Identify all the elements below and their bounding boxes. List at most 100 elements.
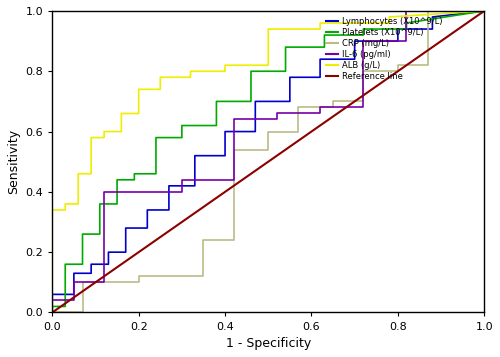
Lymphocytes (X10^9/L) [317, 57, 323, 61]
CRP (mg/L) [230, 238, 236, 242]
ALB (g/L) [222, 69, 228, 74]
ALB (g/L) [158, 87, 164, 91]
Lymphocytes (X10^9/L) [192, 154, 198, 158]
Lymphocytes (X10^9/L) [287, 75, 293, 79]
Platelets (X10^9/L) [80, 232, 86, 236]
Platelets (X10^9/L) [153, 172, 159, 176]
Lymphocytes (X10^9/L) [166, 208, 172, 212]
Lymphocytes (X10^9/L) [287, 99, 293, 104]
IL-6 (pg/ml) [50, 310, 56, 315]
Platelets (X10^9/L) [481, 9, 487, 13]
IL-6 (pg/ml) [50, 298, 56, 302]
Lymphocytes (X10^9/L) [395, 39, 401, 43]
CRP (mg/L) [136, 274, 141, 278]
Platelets (X10^9/L) [179, 135, 185, 140]
Platelets (X10^9/L) [404, 27, 409, 31]
CRP (mg/L) [330, 99, 336, 104]
Lymphocytes (X10^9/L) [50, 310, 56, 315]
CRP (mg/L) [80, 280, 86, 285]
CRP (mg/L) [425, 63, 431, 67]
CRP (mg/L) [230, 147, 236, 152]
Platelets (X10^9/L) [50, 304, 56, 308]
ALB (g/L) [481, 9, 487, 13]
Platelets (X10^9/L) [248, 99, 254, 104]
IL-6 (pg/ml) [230, 117, 236, 122]
ALB (g/L) [50, 310, 56, 315]
Lymphocytes (X10^9/L) [222, 130, 228, 134]
ALB (g/L) [188, 69, 194, 74]
ALB (g/L) [386, 21, 392, 25]
Line: Lymphocytes (X10^9/L): Lymphocytes (X10^9/L) [52, 11, 484, 312]
Platelets (X10^9/L) [114, 178, 120, 182]
CRP (mg/L) [395, 69, 401, 74]
Lymphocytes (X10^9/L) [395, 27, 401, 31]
ALB (g/L) [88, 135, 94, 140]
ALB (g/L) [118, 111, 124, 116]
CRP (mg/L) [296, 130, 302, 134]
IL-6 (pg/ml) [179, 178, 185, 182]
CRP (mg/L) [200, 238, 206, 242]
Line: Platelets (X10^9/L): Platelets (X10^9/L) [52, 11, 484, 312]
Platelets (X10^9/L) [50, 310, 56, 315]
Lymphocytes (X10^9/L) [106, 250, 112, 254]
ALB (g/L) [50, 208, 56, 212]
IL-6 (pg/ml) [360, 105, 366, 110]
ALB (g/L) [75, 202, 81, 206]
Lymphocytes (X10^9/L) [88, 262, 94, 266]
Platelets (X10^9/L) [80, 262, 86, 266]
Platelets (X10^9/L) [214, 99, 220, 104]
CRP (mg/L) [80, 310, 86, 315]
Platelets (X10^9/L) [62, 262, 68, 266]
Lymphocytes (X10^9/L) [222, 154, 228, 158]
IL-6 (pg/ml) [71, 298, 77, 302]
ALB (g/L) [62, 202, 68, 206]
Platelets (X10^9/L) [179, 124, 185, 128]
Lymphocytes (X10^9/L) [71, 292, 77, 297]
Lymphocytes (X10^9/L) [430, 27, 436, 31]
ALB (g/L) [101, 130, 107, 134]
Platelets (X10^9/L) [282, 69, 288, 74]
CRP (mg/L) [330, 105, 336, 110]
Platelets (X10^9/L) [62, 304, 68, 308]
ALB (g/L) [75, 172, 81, 176]
Platelets (X10^9/L) [322, 33, 328, 37]
IL-6 (pg/ml) [360, 39, 366, 43]
IL-6 (pg/ml) [179, 190, 185, 194]
IL-6 (pg/ml) [101, 190, 107, 194]
Platelets (X10^9/L) [214, 124, 220, 128]
Line: ALB (g/L): ALB (g/L) [52, 11, 484, 312]
ALB (g/L) [158, 75, 164, 79]
CRP (mg/L) [395, 63, 401, 67]
Lymphocytes (X10^9/L) [352, 57, 358, 61]
Lymphocytes (X10^9/L) [122, 250, 128, 254]
Platelets (X10^9/L) [322, 45, 328, 49]
Lymphocytes (X10^9/L) [71, 271, 77, 275]
IL-6 (pg/ml) [274, 117, 280, 122]
Lymphocytes (X10^9/L) [192, 184, 198, 188]
ALB (g/L) [266, 63, 272, 67]
CRP (mg/L) [136, 280, 141, 285]
CRP (mg/L) [266, 147, 272, 152]
CRP (mg/L) [50, 310, 56, 315]
Lymphocytes (X10^9/L) [50, 292, 56, 297]
Platelets (X10^9/L) [360, 27, 366, 31]
Lymphocytes (X10^9/L) [317, 75, 323, 79]
IL-6 (pg/ml) [404, 9, 409, 13]
IL-6 (pg/ml) [101, 280, 107, 285]
Lymphocytes (X10^9/L) [144, 208, 150, 212]
Lymphocytes (X10^9/L) [88, 271, 94, 275]
Lymphocytes (X10^9/L) [430, 15, 436, 19]
CRP (mg/L) [360, 69, 366, 74]
Line: CRP (mg/L): CRP (mg/L) [52, 11, 484, 312]
IL-6 (pg/ml) [317, 105, 323, 110]
CRP (mg/L) [266, 130, 272, 134]
CRP (mg/L) [50, 310, 56, 315]
Platelets (X10^9/L) [153, 135, 159, 140]
ALB (g/L) [317, 27, 323, 31]
Line: IL-6 (pg/ml): IL-6 (pg/ml) [52, 11, 484, 312]
Platelets (X10^9/L) [132, 178, 138, 182]
CRP (mg/L) [481, 9, 487, 13]
Lymphocytes (X10^9/L) [122, 226, 128, 230]
IL-6 (pg/ml) [404, 39, 409, 43]
ALB (g/L) [62, 208, 68, 212]
